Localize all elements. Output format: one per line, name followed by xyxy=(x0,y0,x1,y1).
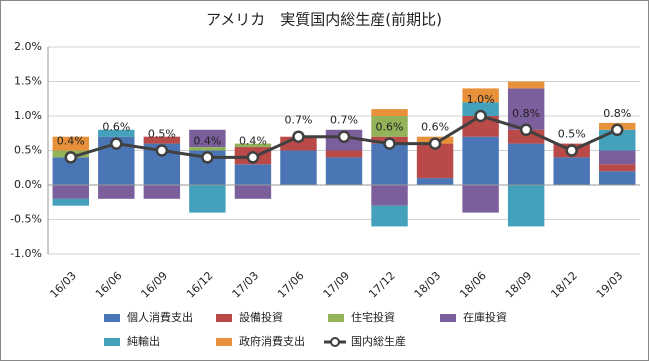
gdp-marker xyxy=(201,151,214,164)
legend-label: 在庫投資 xyxy=(463,310,507,324)
chart-title: アメリカ 実質国内総生産(前期比) xyxy=(206,11,442,29)
bar-segment xyxy=(371,143,408,185)
value-label: 0.6% xyxy=(376,121,404,134)
legend-swatch xyxy=(328,314,344,322)
value-label: 0.4% xyxy=(239,134,267,147)
value-label: 0.7% xyxy=(284,114,312,127)
value-label: 0.5% xyxy=(148,128,176,141)
value-label: 0.6% xyxy=(102,121,130,134)
gdp-marker xyxy=(337,130,351,143)
y-tick-label: -1.0% xyxy=(10,247,42,260)
bar-segment xyxy=(189,129,226,148)
value-label: 0.8% xyxy=(512,107,540,120)
bar-segment xyxy=(507,88,545,130)
gdp-marker xyxy=(246,151,260,164)
bar-segment xyxy=(98,185,135,199)
gdp-marker xyxy=(155,144,169,157)
bar-segment xyxy=(462,136,499,185)
bar-segment xyxy=(143,185,181,199)
legend-label: 政府消費支出 xyxy=(239,334,305,348)
bar-segment xyxy=(52,136,89,151)
bar-segment xyxy=(325,157,363,185)
bar-segment xyxy=(234,185,272,199)
y-tick-label: 0.5% xyxy=(14,144,42,157)
value-label: 1.0% xyxy=(467,93,495,106)
legend-swatch xyxy=(104,314,120,322)
legend-label: 住宅投資 xyxy=(351,310,395,324)
bar-segment xyxy=(371,205,408,227)
y-tick-label: 2.0% xyxy=(14,40,42,53)
value-label: 0.8% xyxy=(603,107,631,120)
value-label: 0.7% xyxy=(330,114,358,127)
gdp-marker xyxy=(64,151,78,164)
bar-segment xyxy=(189,185,226,213)
bar-segment xyxy=(280,150,317,185)
gdp-marker xyxy=(428,137,442,150)
y-tick-label: -0.5% xyxy=(10,213,42,226)
bar-segment xyxy=(462,102,499,116)
bar-segment xyxy=(507,81,545,89)
gdp-marker xyxy=(383,137,396,150)
bar-segment xyxy=(325,150,363,158)
gdp-marker xyxy=(110,137,123,150)
gdp-marker xyxy=(519,123,533,137)
bar-segment xyxy=(234,143,272,148)
bar-segment xyxy=(599,164,636,172)
bar-segment xyxy=(52,198,89,206)
legend-marker xyxy=(330,337,340,347)
y-tick-label: 1.0% xyxy=(14,109,42,122)
bar-segment xyxy=(507,143,545,185)
bar-segment xyxy=(52,185,89,199)
y-tick-label: 0.0% xyxy=(14,178,42,191)
bar-segment xyxy=(507,185,545,227)
gdp-marker xyxy=(565,144,578,157)
legend-swatch xyxy=(440,314,456,322)
bar-segment xyxy=(416,178,454,185)
bar-segment xyxy=(371,109,408,116)
value-label: 0.4% xyxy=(193,134,221,147)
legend-label: 設備投資 xyxy=(239,310,283,324)
bar-segment xyxy=(234,164,272,185)
value-label: 0.5% xyxy=(558,128,586,141)
gdp-marker xyxy=(292,130,305,143)
y-tick-label: 1.5% xyxy=(14,75,42,88)
bar-segment xyxy=(599,150,636,165)
legend-swatch xyxy=(216,314,232,322)
bar-segment xyxy=(371,185,408,206)
bar-segment xyxy=(599,171,636,185)
legend-swatch xyxy=(216,338,232,346)
gdp-marker xyxy=(610,123,624,137)
legend-label: 純輸出 xyxy=(127,334,160,348)
bar-segment xyxy=(371,116,408,137)
legend-label: 国内総生産 xyxy=(351,334,406,348)
gdp-marker xyxy=(474,109,487,123)
bar-segment xyxy=(462,88,499,103)
legend-swatch xyxy=(104,338,120,346)
value-label: 0.6% xyxy=(421,121,449,134)
bar-segment xyxy=(462,185,499,213)
value-label: 0.4% xyxy=(57,134,85,147)
legend-label: 個人消費支出 xyxy=(127,310,193,324)
bar-segment xyxy=(553,157,590,185)
bar-segment xyxy=(189,147,226,151)
bar-segment xyxy=(98,129,135,137)
bar-segment xyxy=(143,136,181,144)
